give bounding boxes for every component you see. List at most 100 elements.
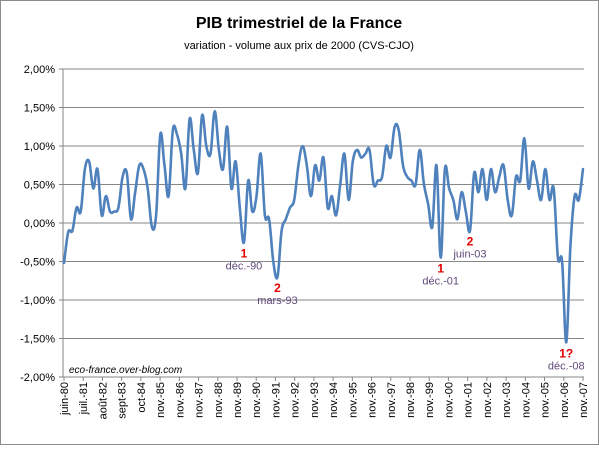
- data-point: [440, 256, 442, 258]
- data-point: [142, 168, 144, 170]
- data-point: [569, 245, 571, 247]
- y-tick-label: -2,00%: [20, 372, 55, 384]
- data-point: [465, 210, 467, 212]
- data-point: [373, 183, 375, 185]
- x-tick-label: nov.-92: [290, 382, 302, 418]
- annotation-number: 2: [467, 235, 474, 249]
- data-point: [490, 168, 492, 170]
- data-point: [394, 126, 396, 128]
- x-tick-label: nov.-95: [347, 382, 359, 418]
- annotation-date: juin-03: [452, 249, 486, 261]
- data-point: [377, 179, 379, 181]
- data-point: [84, 168, 86, 170]
- x-tick-label: nov.-05: [540, 382, 552, 418]
- x-tick-label: nov.-91: [270, 382, 282, 418]
- x-tick-label: nov.-90: [251, 382, 263, 418]
- data-point: [201, 114, 203, 116]
- x-axis-ticks: juin-80 juil.-81 août-82 sept-83 oct-84 nov.-…: [59, 377, 590, 419]
- data-point: [456, 218, 458, 220]
- data-point: [147, 187, 149, 189]
- x-tick-label: nov.-87: [194, 382, 206, 418]
- data-point: [331, 195, 333, 197]
- data-point: [398, 129, 400, 131]
- data-point: [327, 206, 329, 208]
- y-tick-label: -1,50%: [20, 334, 55, 346]
- data-point: [414, 183, 416, 185]
- data-point: [448, 187, 450, 189]
- data-point: [209, 153, 211, 155]
- data-point: [230, 187, 232, 189]
- chart-title: PIB trimestriel de la France: [196, 15, 402, 32]
- x-tick-label: sept-83: [117, 382, 129, 419]
- y-tick-label: 1,00%: [24, 141, 55, 153]
- data-point: [67, 231, 69, 233]
- data-point: [63, 262, 65, 264]
- recession-annotations: 1déc.-902mars-931déc.-012juin-031?déc.-0…: [226, 235, 585, 373]
- data-point: [481, 168, 483, 170]
- x-tick-label: nov.-93: [309, 382, 321, 418]
- data-point: [130, 218, 132, 220]
- data-point: [88, 160, 90, 162]
- annotation-date: mars-93: [257, 295, 297, 307]
- data-point: [519, 179, 521, 181]
- data-point: [188, 118, 190, 120]
- data-point: [523, 137, 525, 139]
- data-point: [96, 168, 98, 170]
- data-point: [205, 145, 207, 147]
- data-point: [469, 230, 471, 232]
- data-point: [536, 179, 538, 181]
- data-point: [105, 195, 107, 197]
- x-tick-label: juin-80: [59, 382, 71, 416]
- data-point: [226, 126, 228, 128]
- data-point: [368, 149, 370, 151]
- x-tick-label: nov.-96: [367, 382, 379, 418]
- x-tick-label: nov.-03: [501, 382, 513, 418]
- data-point: [247, 179, 249, 181]
- data-point: [527, 187, 529, 189]
- data-point: [109, 210, 111, 212]
- data-point: [410, 179, 412, 181]
- x-tick-label: nov.-98: [405, 382, 417, 418]
- annotation-date: déc.-90: [226, 260, 263, 272]
- data-point: [435, 164, 437, 166]
- x-tick-label: août-82: [97, 382, 109, 419]
- data-point: [126, 172, 128, 174]
- data-point: [167, 195, 169, 197]
- data-point: [402, 164, 404, 166]
- data-point: [306, 164, 308, 166]
- data-point: [176, 133, 178, 135]
- data-point: [264, 214, 266, 216]
- x-tick-label: nov.-97: [386, 382, 398, 418]
- data-point: [573, 195, 575, 197]
- data-point: [335, 214, 337, 216]
- data-point: [423, 183, 425, 185]
- x-tick-label: nov.-02: [482, 382, 494, 418]
- annotation-number: 2: [274, 281, 281, 295]
- data-point: [385, 145, 387, 147]
- data-point: [276, 276, 278, 278]
- data-point: [582, 168, 584, 170]
- data-point: [532, 160, 534, 162]
- data-point: [251, 210, 253, 212]
- data-point: [80, 210, 82, 212]
- y-tick-label: -0,50%: [20, 257, 55, 269]
- x-tick-label: nov.-99: [424, 382, 436, 418]
- data-point: [419, 149, 421, 151]
- data-point: [297, 164, 299, 166]
- data-point: [515, 176, 517, 178]
- data-point: [548, 199, 550, 201]
- x-tick-label: nov.-88: [213, 382, 225, 418]
- data-point: [544, 168, 546, 170]
- data-point: [356, 149, 358, 151]
- data-point: [280, 230, 282, 232]
- data-point: [427, 203, 429, 205]
- data-point: [557, 256, 559, 258]
- data-point: [218, 149, 220, 151]
- x-tick-label: nov.-04: [520, 382, 532, 418]
- data-point: [134, 191, 136, 193]
- annotation-number: 1: [437, 262, 444, 276]
- data-point: [406, 176, 408, 178]
- data-point: [101, 214, 103, 216]
- y-tick-label: -1,00%: [20, 295, 55, 307]
- data-point: [347, 199, 349, 201]
